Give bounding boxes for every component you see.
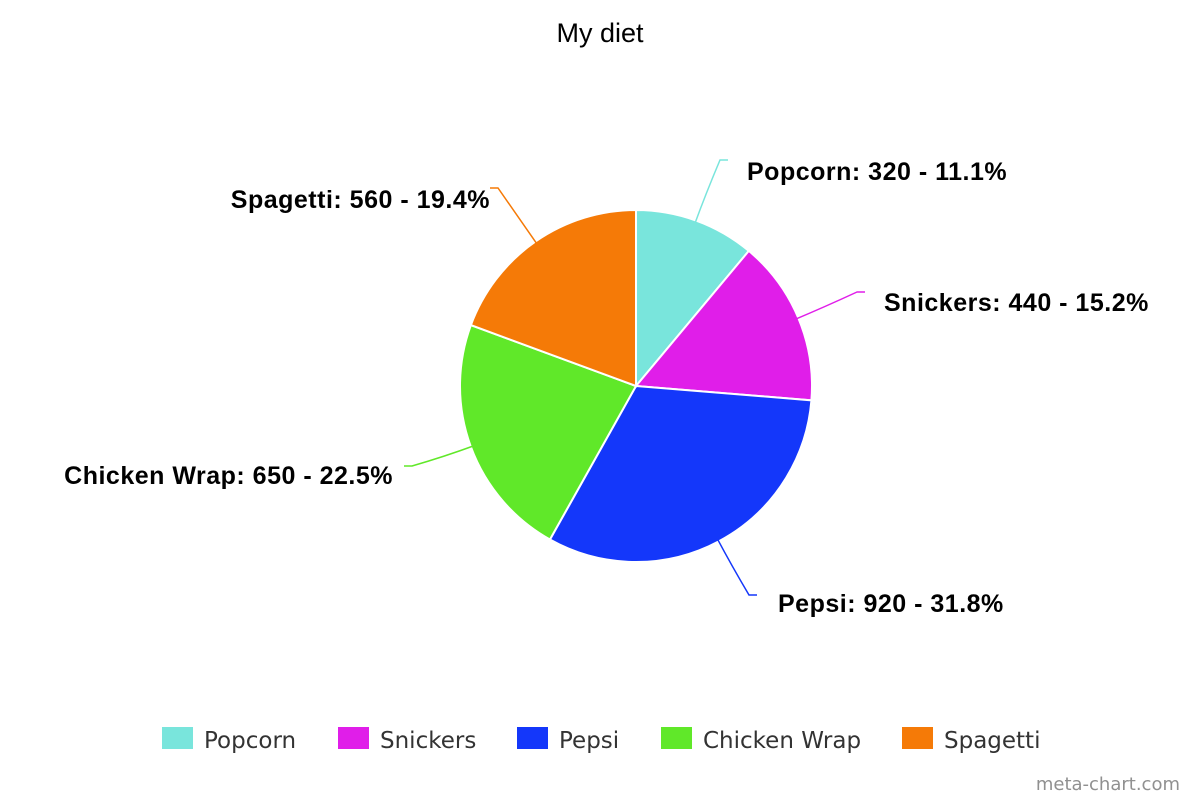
slice-label-spagetti: Spagetti: 560 - 19.4% [231, 186, 490, 214]
legend-swatch-snickers [338, 727, 369, 749]
legend-label-spagetti: Spagetti [944, 728, 1040, 754]
label-connector-spagetti [490, 187, 539, 246]
legend-item-chicken-wrap[interactable]: Chicken Wrap [661, 727, 861, 754]
label-connector-pepsi [716, 537, 757, 596]
pie-slices [459, 208, 813, 563]
legend-label-snickers: Snickers [380, 728, 476, 754]
legend-item-popcorn[interactable]: Popcorn [162, 727, 296, 754]
legend-item-snickers[interactable]: Snickers [338, 727, 476, 754]
legend-label-popcorn: Popcorn [204, 728, 296, 754]
label-connector-snickers [794, 291, 865, 321]
legend-label-chicken-wrap: Chicken Wrap [703, 728, 861, 754]
legend-swatch-chicken-wrap [661, 727, 692, 749]
legend-label-pepsi: Pepsi [559, 728, 619, 754]
legend-swatch-spagetti [902, 727, 933, 749]
label-connector-chicken-wrap [404, 444, 475, 467]
slice-label-popcorn: Popcorn: 320 - 11.1% [747, 158, 1007, 186]
label-connectors [404, 159, 865, 596]
chart-title: My diet [556, 18, 644, 48]
legend-item-pepsi[interactable]: Pepsi [517, 727, 619, 754]
legend-swatch-pepsi [517, 727, 548, 749]
slice-labels: Popcorn: 320 - 11.1% Snickers: 440 - 15.2… [64, 158, 1149, 618]
slice-label-pepsi: Pepsi: 920 - 31.8% [778, 590, 1004, 618]
label-connector-popcorn [693, 159, 728, 225]
slice-label-snickers: Snickers: 440 - 15.2% [884, 289, 1149, 317]
credit-text: meta-chart.com [1036, 774, 1180, 795]
legend: Popcorn Snickers Pepsi Chicken Wrap Spagetti [162, 727, 1040, 754]
legend-item-spagetti[interactable]: Spagetti [902, 727, 1040, 754]
legend-swatch-popcorn [162, 727, 193, 749]
slice-label-chicken-wrap: Chicken Wrap: 650 - 22.5% [64, 462, 393, 490]
